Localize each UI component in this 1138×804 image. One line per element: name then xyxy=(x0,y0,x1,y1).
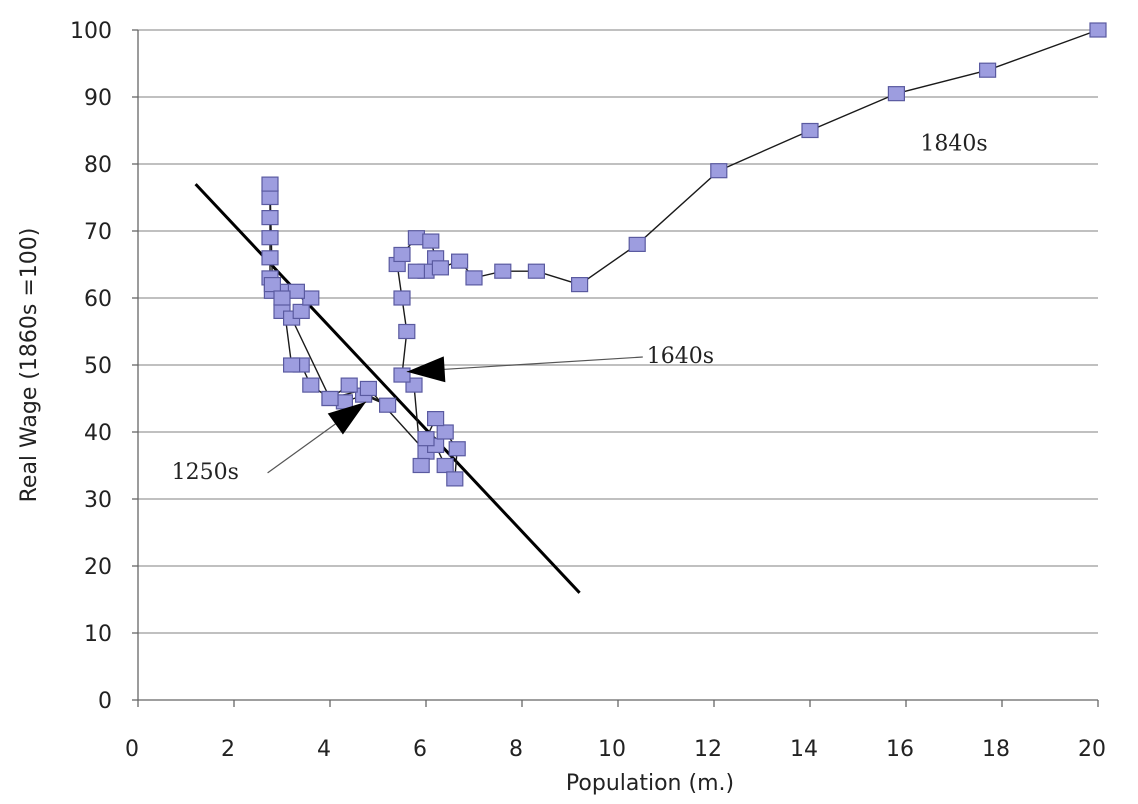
x-tick-label-0: 0 xyxy=(125,737,139,762)
annotation-layer: 1840s 1640s 1250s xyxy=(172,132,988,485)
x-tick-label-4: 8 xyxy=(509,737,523,762)
data-point-7 xyxy=(283,357,301,373)
data-point-19 xyxy=(292,303,310,319)
y-axis-label: Real Wage (1860s =100) xyxy=(17,228,42,503)
data-point-16 xyxy=(263,277,281,293)
data-point-3 xyxy=(340,377,358,393)
y-tick-label-9: 90 xyxy=(84,86,112,111)
data-point-54 xyxy=(887,86,906,102)
axis-layer: 0 10 20 30 40 50 60 70 80 90 100 0 2 4 6 8 10 12 14 16 18 20 xyxy=(70,19,1106,762)
data-point-31 xyxy=(427,411,445,427)
data-point-46 xyxy=(451,253,469,269)
data-point-55 xyxy=(978,62,997,78)
data-point-13 xyxy=(261,210,279,226)
data-point-35 xyxy=(393,367,411,383)
y-tick-label-7: 70 xyxy=(84,220,112,245)
data-point-33 xyxy=(412,457,430,474)
data-point-37 xyxy=(393,290,411,306)
x-tick-label-1: 2 xyxy=(221,737,235,762)
y-tick-label-5: 50 xyxy=(84,354,112,379)
data-point-47 xyxy=(465,270,483,286)
annotation-label-2: 1250s xyxy=(172,460,239,485)
data-point-56 xyxy=(1089,22,1107,38)
annotation-arrowhead-1 xyxy=(406,356,446,383)
annotation-label-1: 1640s xyxy=(647,344,714,369)
data-point-36 xyxy=(398,323,416,340)
series-layer xyxy=(261,22,1107,487)
data-point-24 xyxy=(359,380,377,397)
x-tick-label-10: 20 xyxy=(1078,737,1106,762)
x-tick-label-2: 4 xyxy=(317,737,331,762)
data-point-29 xyxy=(448,441,466,457)
annotation-pointer-1 xyxy=(406,356,643,373)
data-point-50 xyxy=(570,277,589,293)
data-point-14 xyxy=(261,189,279,206)
trend-layer xyxy=(194,183,581,594)
data-point-12 xyxy=(261,230,279,246)
x-tick-label-7: 14 xyxy=(790,737,818,762)
x-tick-label-6: 12 xyxy=(694,737,722,762)
x-tick-label-3: 6 xyxy=(413,737,427,762)
data-point-11 xyxy=(261,250,279,266)
data-point-21 xyxy=(287,283,305,299)
data-point-27 xyxy=(436,457,454,474)
data-point-48 xyxy=(494,263,512,279)
data-point-32 xyxy=(417,431,435,447)
y-tick-label-10: 100 xyxy=(70,19,112,44)
annotation-arrowhead-2 xyxy=(327,401,366,435)
data-point-45 xyxy=(431,260,449,276)
y-tick-label-3: 30 xyxy=(84,488,112,513)
data-point-39 xyxy=(393,246,411,263)
data-point-53 xyxy=(801,122,819,139)
data-point-40 xyxy=(407,230,425,246)
data-point-20 xyxy=(302,290,320,306)
data-point-30 xyxy=(436,424,454,440)
data-point-41 xyxy=(422,233,440,249)
data-point-23 xyxy=(321,390,339,407)
data-point-49 xyxy=(527,263,546,279)
trend-line xyxy=(194,183,581,594)
y-tick-label-1: 10 xyxy=(84,622,112,647)
y-tick-label-2: 20 xyxy=(84,555,112,580)
y-tick-label-0: 0 xyxy=(98,689,112,714)
grid-layer xyxy=(138,29,1098,634)
data-point-52 xyxy=(710,163,728,179)
annotation-label-0: 1840s xyxy=(920,132,987,157)
x-tick-label-8: 16 xyxy=(886,737,914,762)
y-tick-label-6: 60 xyxy=(84,287,112,312)
data-point-51 xyxy=(628,236,646,252)
data-point-44 xyxy=(407,263,425,279)
data-point-2 xyxy=(379,397,397,413)
data-point-5 xyxy=(302,377,320,393)
x-axis-label: Population (m.) xyxy=(566,771,734,796)
data-point-15 xyxy=(261,176,279,192)
x-tick-label-9: 18 xyxy=(982,737,1010,762)
x-tick-label-5: 10 xyxy=(598,737,626,762)
y-tick-label-8: 80 xyxy=(84,153,112,178)
data-point-22 xyxy=(273,290,291,306)
data-point-28 xyxy=(446,471,464,487)
y-tick-label-4: 40 xyxy=(84,421,112,446)
